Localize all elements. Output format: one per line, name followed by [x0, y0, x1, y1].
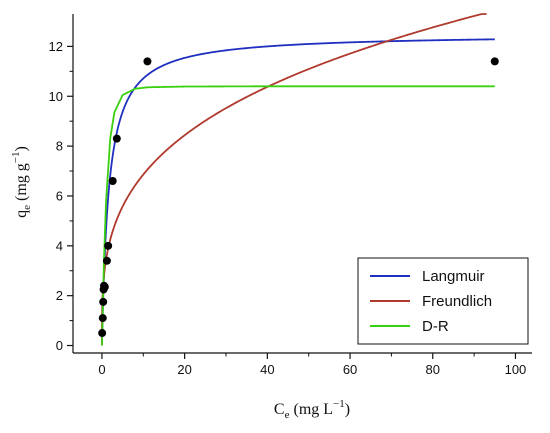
- legend: Langmuir Freundlich D-R: [357, 257, 529, 345]
- y-tick-label: 0: [56, 338, 63, 353]
- y-tick-label: 6: [56, 188, 63, 203]
- model-curves: [101, 13, 495, 346]
- experimental-points: [98, 57, 499, 338]
- y-axis-title-base: q: [13, 210, 30, 218]
- y-axis-title-rest: (mg g: [13, 163, 30, 205]
- y-tick-label: 12: [49, 39, 63, 54]
- axes: 0 20 40 60 80 100 0 2 4 6 8 10 12: [49, 14, 532, 377]
- y-tick-label: 10: [49, 89, 63, 104]
- data-point: [143, 57, 152, 66]
- data-point: [102, 256, 111, 265]
- data-point: [112, 134, 121, 143]
- data-point: [490, 57, 499, 66]
- legend-label-langmuir: Langmuir: [422, 268, 485, 285]
- x-tick-label: 100: [505, 362, 527, 377]
- y-tick-label: 2: [56, 288, 63, 303]
- legend-label-dr: D-R: [422, 318, 449, 335]
- y-tick-label: 8: [56, 139, 63, 154]
- x-axis-title-sub: e: [285, 409, 290, 421]
- x-tick-label: 0: [98, 362, 105, 377]
- y-axis-title-sub: e: [21, 205, 33, 210]
- legend-label-freundlich: Freundlich: [422, 293, 492, 310]
- curve-langmuir: [101, 38, 495, 346]
- data-point: [100, 282, 109, 291]
- curve-dr: [101, 85, 495, 346]
- curve-freundlich: [101, 13, 487, 346]
- x-axis-title-base: C: [274, 401, 285, 418]
- x-tick-label: 40: [260, 362, 274, 377]
- data-point: [104, 241, 113, 250]
- y-tick-label: 4: [56, 238, 63, 253]
- data-point: [98, 314, 107, 323]
- y-axis-title-sup: −1: [10, 151, 22, 163]
- x-tick-label: 80: [426, 362, 440, 377]
- x-tick-label: 60: [343, 362, 357, 377]
- data-point: [98, 329, 107, 338]
- data-point: [108, 177, 117, 186]
- x-axis-title-sup: −1: [333, 398, 345, 410]
- y-axis-title: qe (mg g−1): [10, 146, 33, 218]
- x-axis-title-rest: (mg L: [289, 401, 333, 418]
- x-tick-label: 20: [177, 362, 191, 377]
- x-axis-title-close: ): [345, 401, 350, 418]
- x-axis-title: Ce (mg L−1): [274, 398, 350, 421]
- y-axis-title-close: ): [13, 146, 30, 151]
- data-point: [99, 297, 108, 306]
